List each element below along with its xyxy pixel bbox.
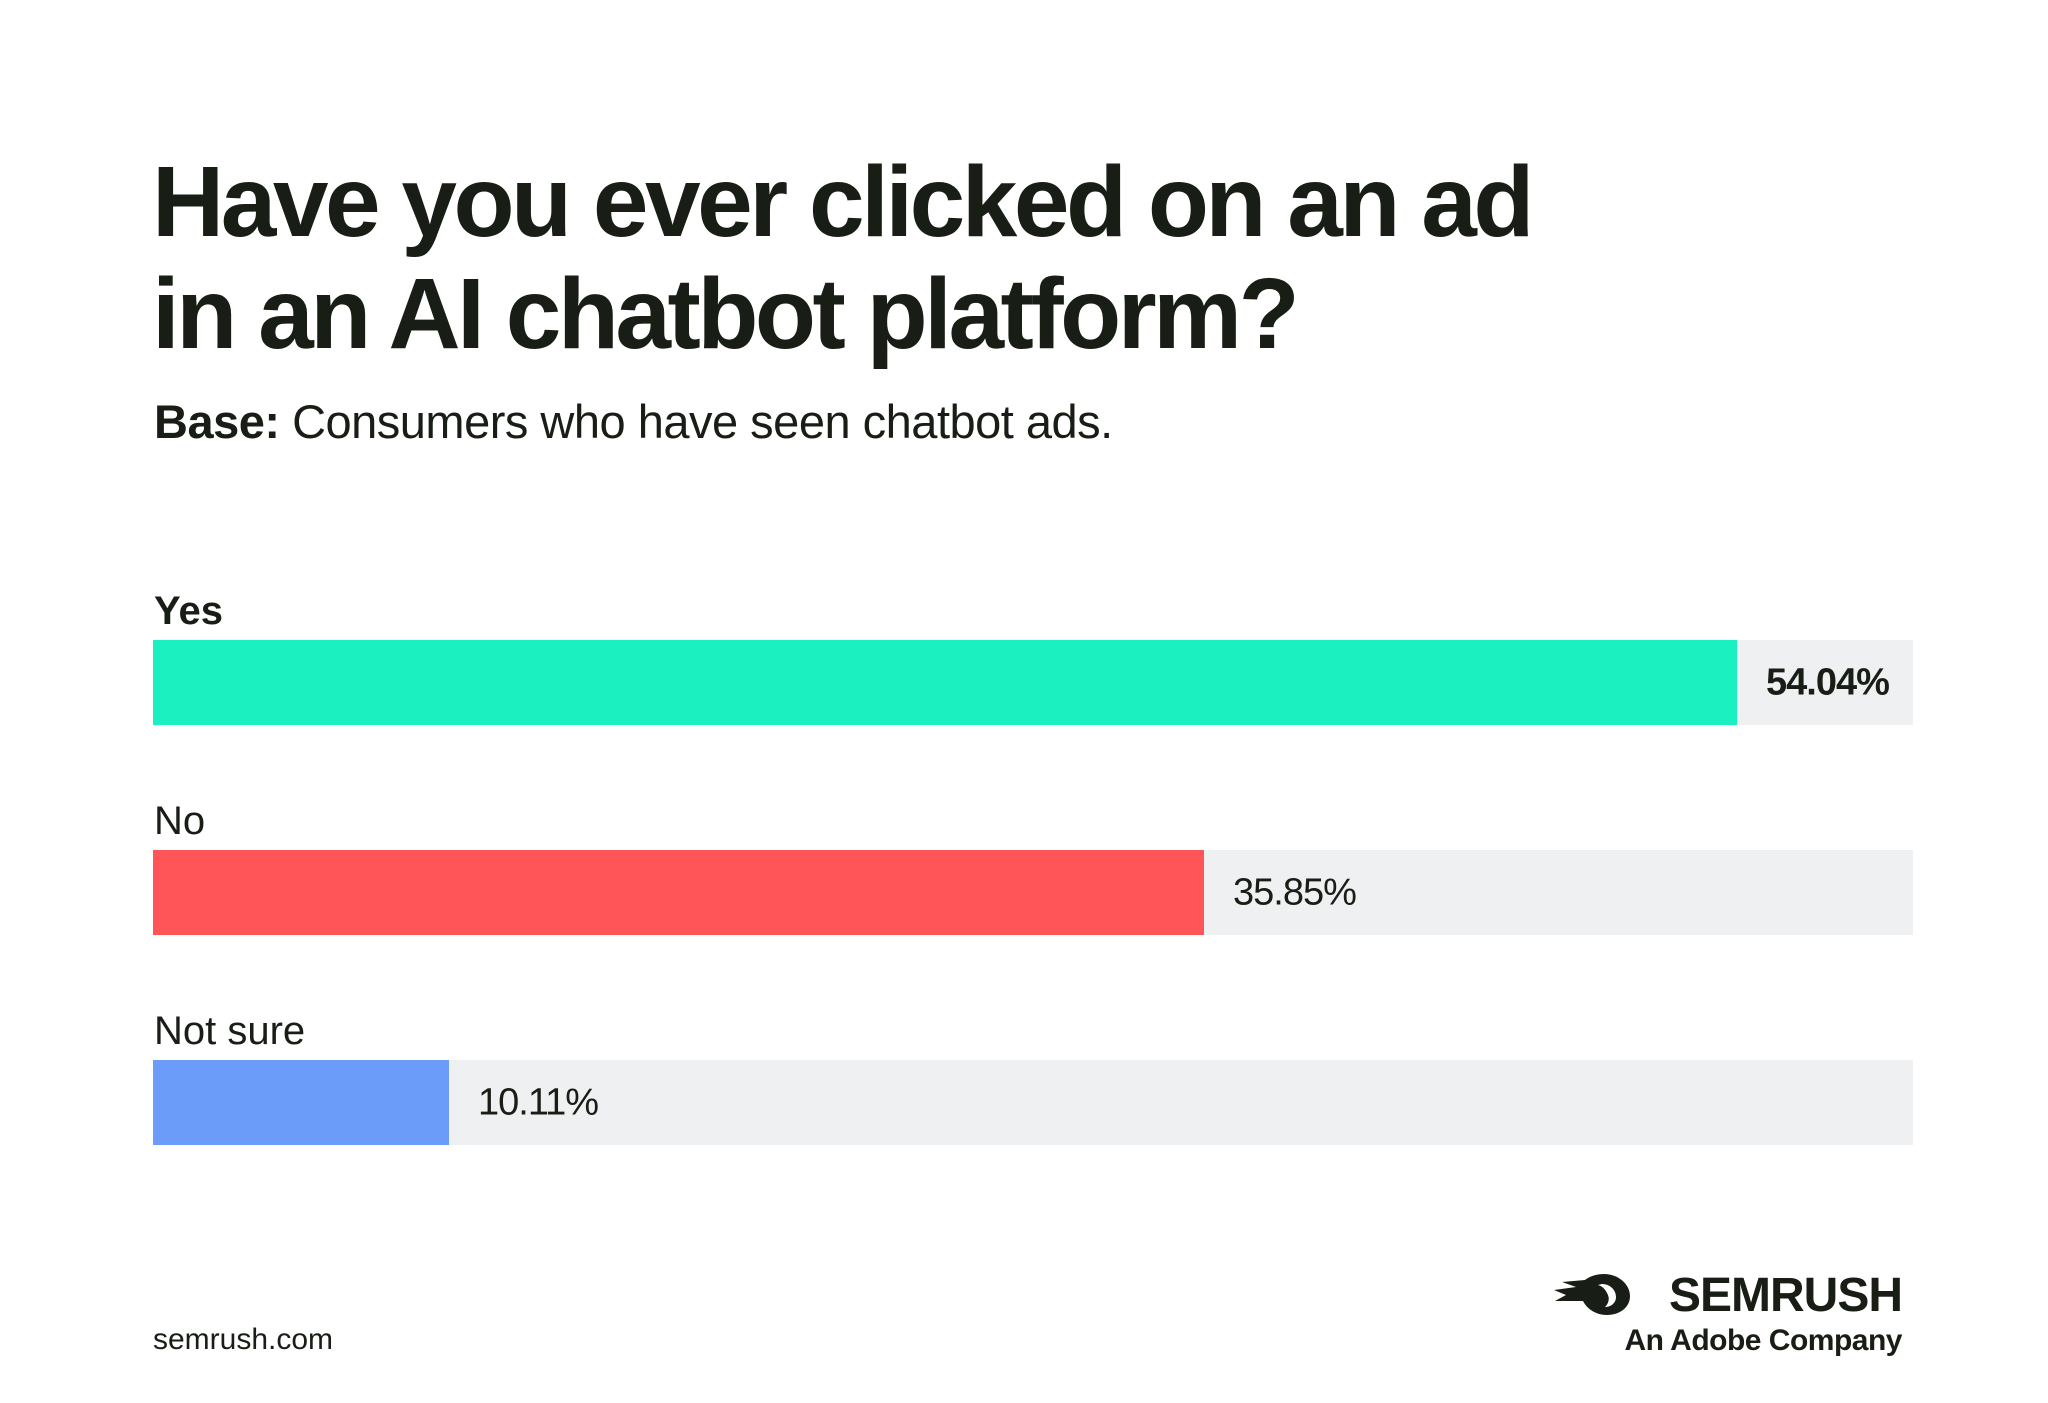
category-label: No (154, 799, 205, 843)
bar (153, 1060, 449, 1145)
semrush-fireball-icon (1554, 1274, 1630, 1315)
chart-title: Have you ever clicked on an ad in an AI … (152, 146, 1912, 370)
footer-url: semrush.com (153, 1323, 334, 1356)
subtitle-base-label: Base: (154, 395, 280, 448)
brand-name: SEMRUSH (1668, 1269, 1903, 1322)
chart-title-line-2: in an AI chatbot platform? (152, 258, 1300, 370)
subtitle-base-text: Consumers who have seen chatbot ads. (279, 395, 1113, 448)
category-label: Not sure (154, 1009, 305, 1053)
value-label: 54.04% (1766, 662, 1889, 704)
value-label: 10.11% (478, 1082, 598, 1124)
brand-tagline: An Adobe Company (1624, 1324, 1902, 1357)
bar (153, 640, 1737, 725)
chart-title-line-1: Have you ever clicked on an ad (152, 146, 1534, 258)
chart-subtitle: Base: Consumers who have seen chatbot ad… (154, 394, 1113, 450)
bar-chart: Yes 54.04% No 35.85% Not sure 10.11% (153, 589, 1913, 1145)
category-label: Yes (154, 589, 223, 633)
value-label: 35.85% (1233, 872, 1356, 914)
semrush-logo: SEMRUSH An Adobe Company (1552, 1268, 1903, 1358)
bar (153, 850, 1204, 935)
